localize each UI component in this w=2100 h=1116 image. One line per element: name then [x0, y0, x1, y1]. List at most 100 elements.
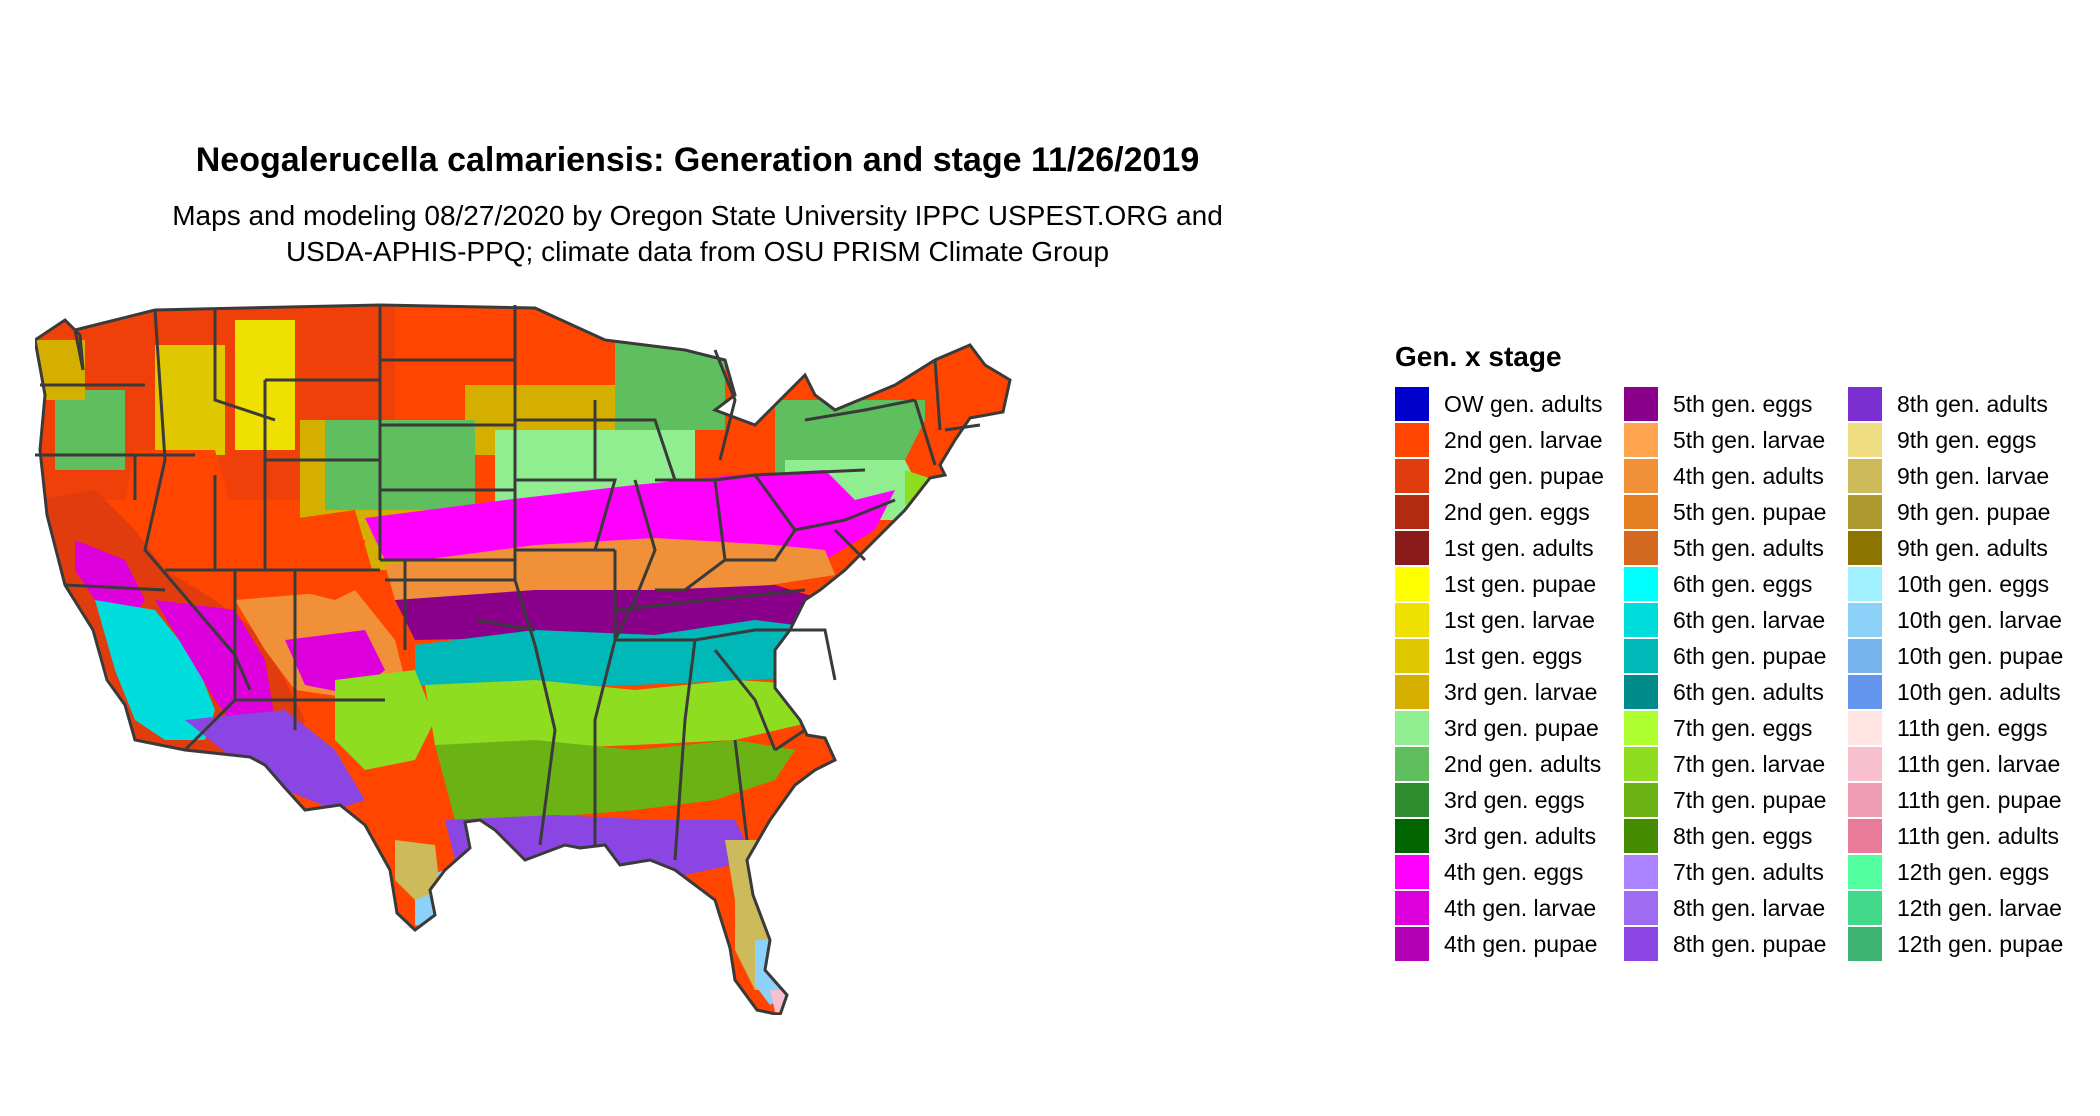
legend-item: 7th gen. pupae: [1624, 782, 1826, 818]
legend-swatch: [1395, 603, 1429, 637]
legend-item: 7th gen. larvae: [1624, 746, 1826, 782]
legend-swatch: [1395, 927, 1429, 961]
legend-item: 1st gen. larvae: [1395, 602, 1604, 638]
legend-item: 11th gen. adults: [1848, 818, 2063, 854]
legend-item: 8th gen. eggs: [1624, 818, 1826, 854]
legend-swatch: [1395, 747, 1429, 781]
legend-swatch: [1848, 927, 1882, 961]
legend-item: 5th gen. pupae: [1624, 494, 1826, 530]
legend-swatch: [1395, 819, 1429, 853]
legend-item: 7th gen. adults: [1624, 854, 1826, 890]
legend-item: 9th gen. adults: [1848, 530, 2063, 566]
subtitle-line-1: Maps and modeling 08/27/2020 by Oregon S…: [172, 200, 1223, 231]
legend-label: 7th gen. eggs: [1673, 714, 1813, 741]
legend-item: 2nd gen. pupae: [1395, 458, 1604, 494]
legend-column: 8th gen. adults 9th gen. eggs 9th gen. lar…: [1848, 386, 2063, 962]
legend-swatch: [1624, 459, 1658, 493]
legend: Gen. x stage OW gen. adults 2nd gen. larv…: [1390, 338, 2080, 968]
legend-label: 1st gen. eggs: [1444, 642, 1583, 669]
legend-swatch: [1395, 567, 1429, 601]
legend-label: 7th gen. adults: [1673, 858, 1824, 885]
legend-label: 1st gen. pupae: [1444, 570, 1597, 597]
legend-swatch: [1624, 603, 1658, 637]
legend-label: 7th gen. larvae: [1673, 750, 1826, 777]
legend-item: 4th gen. larvae: [1395, 890, 1604, 926]
legend-swatch: [1624, 423, 1658, 457]
legend-item: 1st gen. pupae: [1395, 566, 1604, 602]
legend-item: 3rd gen. larvae: [1395, 674, 1604, 710]
subtitle-line-2: USDA-APHIS-PPQ; climate data from OSU PR…: [285, 236, 1110, 267]
legend-label: 4th gen. pupae: [1444, 930, 1598, 957]
legend-swatch: [1624, 819, 1658, 853]
legend-swatch: [1624, 747, 1658, 781]
legend-label: 4th gen. adults: [1673, 462, 1824, 489]
legend-item: 12th gen. larvae: [1848, 890, 2063, 926]
legend-label: 8th gen. adults: [1897, 390, 2048, 417]
legend-swatch: [1624, 927, 1658, 961]
legend-item: 6th gen. eggs: [1624, 566, 1826, 602]
legend-swatch: [1624, 495, 1658, 529]
legend-item: 10th gen. adults: [1848, 674, 2063, 710]
legend-item: 10th gen. eggs: [1848, 566, 2063, 602]
legend-label: 12th gen. larvae: [1897, 894, 2062, 921]
legend-item: 4th gen. adults: [1624, 458, 1826, 494]
legend-label: 5th gen. eggs: [1673, 390, 1813, 417]
legend-swatch: [1624, 675, 1658, 709]
legend-item: 1st gen. adults: [1395, 530, 1604, 566]
legend-swatch: [1395, 711, 1429, 745]
legend-item: 12th gen. eggs: [1848, 854, 2063, 890]
legend-item: 6th gen. pupae: [1624, 638, 1826, 674]
legend-swatch: [1848, 639, 1882, 673]
map-title: Neogalerucella calmariensis: Generation …: [195, 141, 1200, 179]
legend-label: 11th gen. adults: [1897, 822, 2059, 849]
legend-swatch: [1624, 783, 1658, 817]
legend-title: Gen. x stage: [1395, 341, 1562, 372]
legend-item: 4th gen. pupae: [1395, 926, 1604, 962]
legend-swatch: [1395, 423, 1429, 457]
legend-item: 3rd gen. eggs: [1395, 782, 1604, 818]
legend-swatch: [1395, 783, 1429, 817]
legend-item: 5th gen. larvae: [1624, 422, 1826, 458]
legend-item: 9th gen. larvae: [1848, 458, 2063, 494]
legend-label: 12th gen. eggs: [1897, 858, 2050, 885]
legend-swatch: [1848, 387, 1882, 421]
legend-swatch: [1624, 387, 1658, 421]
legend-label: 2nd gen. pupae: [1444, 462, 1604, 489]
legend-label: 6th gen. adults: [1673, 678, 1824, 705]
legend-swatch: [1395, 675, 1429, 709]
legend-swatch: [1848, 891, 1882, 925]
legend-item: 6th gen. larvae: [1624, 602, 1826, 638]
legend-item: 9th gen. eggs: [1848, 422, 2063, 458]
legend-label: 2nd gen. larvae: [1444, 426, 1603, 453]
legend-swatch: [1848, 459, 1882, 493]
legend-label: 9th gen. eggs: [1897, 426, 2037, 453]
legend-item: 5th gen. eggs: [1624, 386, 1826, 422]
state-boundaries: [35, 303, 1012, 1015]
legend-item: 9th gen. pupae: [1848, 494, 2063, 530]
legend-label: 1st gen. larvae: [1444, 606, 1595, 633]
legend-label: 12th gen. pupae: [1897, 930, 2064, 957]
legend-swatch: [1395, 855, 1429, 889]
legend-label: OW gen. adults: [1444, 390, 1603, 417]
legend-swatch: [1395, 459, 1429, 493]
legend-swatch: [1395, 639, 1429, 673]
legend-label: 3rd gen. eggs: [1444, 786, 1585, 813]
legend-item: 3rd gen. pupae: [1395, 710, 1604, 746]
legend-label: 11th gen. eggs: [1897, 714, 2048, 741]
legend-label: 3rd gen. larvae: [1444, 678, 1598, 705]
us-map-svg: [35, 303, 1012, 1015]
legend-swatch: [1395, 891, 1429, 925]
legend-label: 1st gen. adults: [1444, 534, 1594, 561]
legend-item: 10th gen. pupae: [1848, 638, 2063, 674]
legend-item: 11th gen. pupae: [1848, 782, 2063, 818]
legend-swatch: [1395, 531, 1429, 565]
legend-label: 8th gen. eggs: [1673, 822, 1813, 849]
legend-swatch: [1624, 711, 1658, 745]
legend-label: 3rd gen. pupae: [1444, 714, 1599, 741]
legend-item: 12th gen. pupae: [1848, 926, 2063, 962]
legend-label: 9th gen. adults: [1897, 534, 2048, 561]
legend-label: 2nd gen. eggs: [1444, 498, 1590, 525]
legend-label: 6th gen. pupae: [1673, 642, 1827, 669]
legend-item: 2nd gen. adults: [1395, 746, 1604, 782]
legend-label: 8th gen. pupae: [1673, 930, 1827, 957]
